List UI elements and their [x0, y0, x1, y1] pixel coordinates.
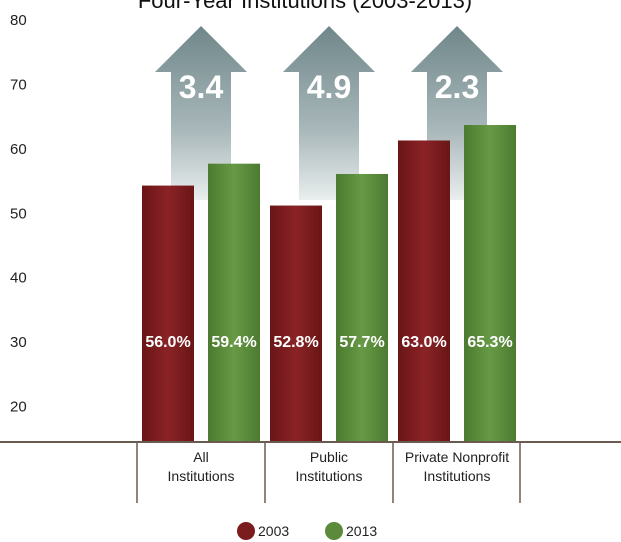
category-label: Public	[310, 449, 348, 465]
increase-arrow-label: 3.4	[179, 69, 224, 105]
increase-arrow	[283, 26, 375, 200]
category-label: Institutions	[296, 468, 363, 484]
y-tick-label: 80	[10, 12, 27, 29]
bar-value-label: 56.0%	[145, 334, 190, 351]
bar-value-label: 52.8%	[273, 334, 318, 351]
bar-2003	[270, 205, 322, 442]
bar-2003	[398, 140, 450, 443]
y-tick-label: 30	[10, 334, 27, 351]
bar-value-label: 59.4%	[211, 334, 256, 351]
legend: 2003 2013	[237, 522, 377, 540]
x-axis: All Institutions Public Institutions Private…	[0, 441, 621, 503]
category-label: Institutions	[424, 468, 491, 484]
increase-arrow-label: 4.9	[307, 69, 351, 105]
bar-2013	[208, 163, 260, 442]
bar-2013	[464, 125, 516, 443]
y-axis: 20 30 40 50 60 70 80	[10, 12, 27, 416]
category-label: Institutions	[168, 468, 235, 484]
chart-title: Four-Year Institutions (2003-2013)	[138, 0, 472, 13]
y-tick-label: 50	[10, 205, 27, 222]
y-tick-label: 60	[10, 141, 27, 158]
category-label: Private Nonprofit	[405, 449, 509, 465]
y-tick-label: 70	[10, 76, 27, 93]
legend-swatch-2013	[325, 522, 343, 540]
bar-value-label: 57.7%	[339, 334, 384, 351]
bar-value-label: 65.3%	[467, 334, 512, 351]
category-label: All	[193, 449, 209, 465]
legend-label: 2013	[346, 523, 377, 539]
increase-arrow-label: 2.3	[435, 69, 479, 105]
bar-value-label: 63.0%	[401, 334, 446, 351]
bar-2003	[142, 185, 194, 443]
bar-2013	[336, 173, 388, 442]
y-tick-label: 40	[10, 270, 27, 287]
y-tick-label: 20	[10, 399, 27, 416]
bars: 56.0% 59.4% 52.8% 57.7% 63.0% 65.3%	[142, 125, 516, 443]
increase-arrow	[155, 26, 247, 200]
legend-label: 2003	[258, 523, 289, 539]
increase-arrows: 3.4 4.9 2.3	[155, 26, 503, 200]
legend-swatch-2003	[237, 522, 255, 540]
